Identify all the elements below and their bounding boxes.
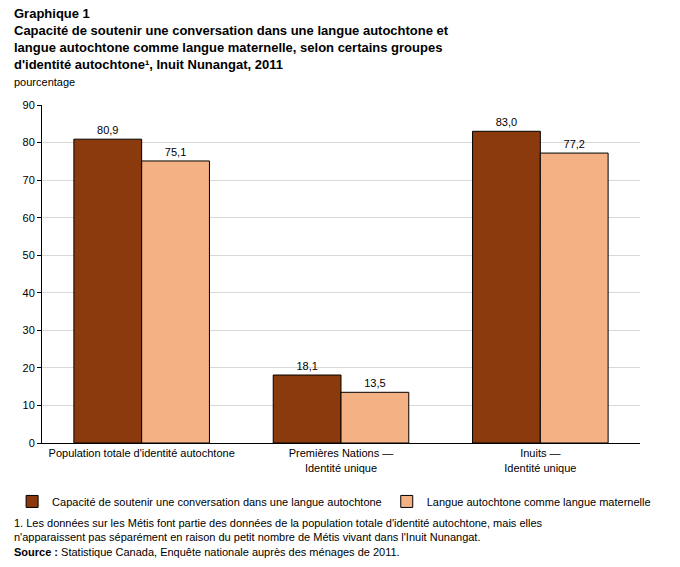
svg-text:Premières Nations —Identité un: Premières Nations —Identité unique	[289, 447, 394, 473]
svg-text:Inuits —Identité unique: Inuits —Identité unique	[504, 447, 576, 473]
svg-text:Langue autochtone comme langue: Langue autochtone comme langue maternell…	[427, 496, 651, 508]
svg-text:Graphique 1Capacité de souteni: Graphique 1Capacité de soutenir une conv…	[14, 6, 449, 72]
svg-text:10: 10	[23, 399, 35, 411]
svg-text:60: 60	[23, 212, 35, 224]
svg-text:90: 90	[23, 99, 35, 111]
svg-text:pourcentage: pourcentage	[14, 76, 75, 88]
svg-text:70: 70	[23, 174, 35, 186]
svg-text:75,1: 75,1	[165, 146, 186, 158]
svg-text:80,9: 80,9	[97, 124, 118, 136]
svg-text:30: 30	[23, 324, 35, 336]
svg-text:13,5: 13,5	[364, 377, 385, 389]
svg-text:0: 0	[29, 437, 35, 449]
svg-text:80: 80	[23, 136, 35, 148]
svg-text:77,2: 77,2	[564, 138, 585, 150]
svg-text:18,1: 18,1	[296, 360, 317, 372]
svg-text:83,0: 83,0	[496, 116, 517, 128]
svg-text:Population totale d'identité a: Population totale d'identité autochtone	[49, 447, 235, 459]
svg-text:50: 50	[23, 249, 35, 261]
svg-text:40: 40	[23, 287, 35, 299]
svg-text:20: 20	[23, 362, 35, 374]
svg-text:Capacité de soutenir une conve: Capacité de soutenir une conversation da…	[52, 496, 382, 508]
svg-text:1. Les données sur les Métis f: 1. Les données sur les Métis font partie…	[14, 517, 543, 558]
